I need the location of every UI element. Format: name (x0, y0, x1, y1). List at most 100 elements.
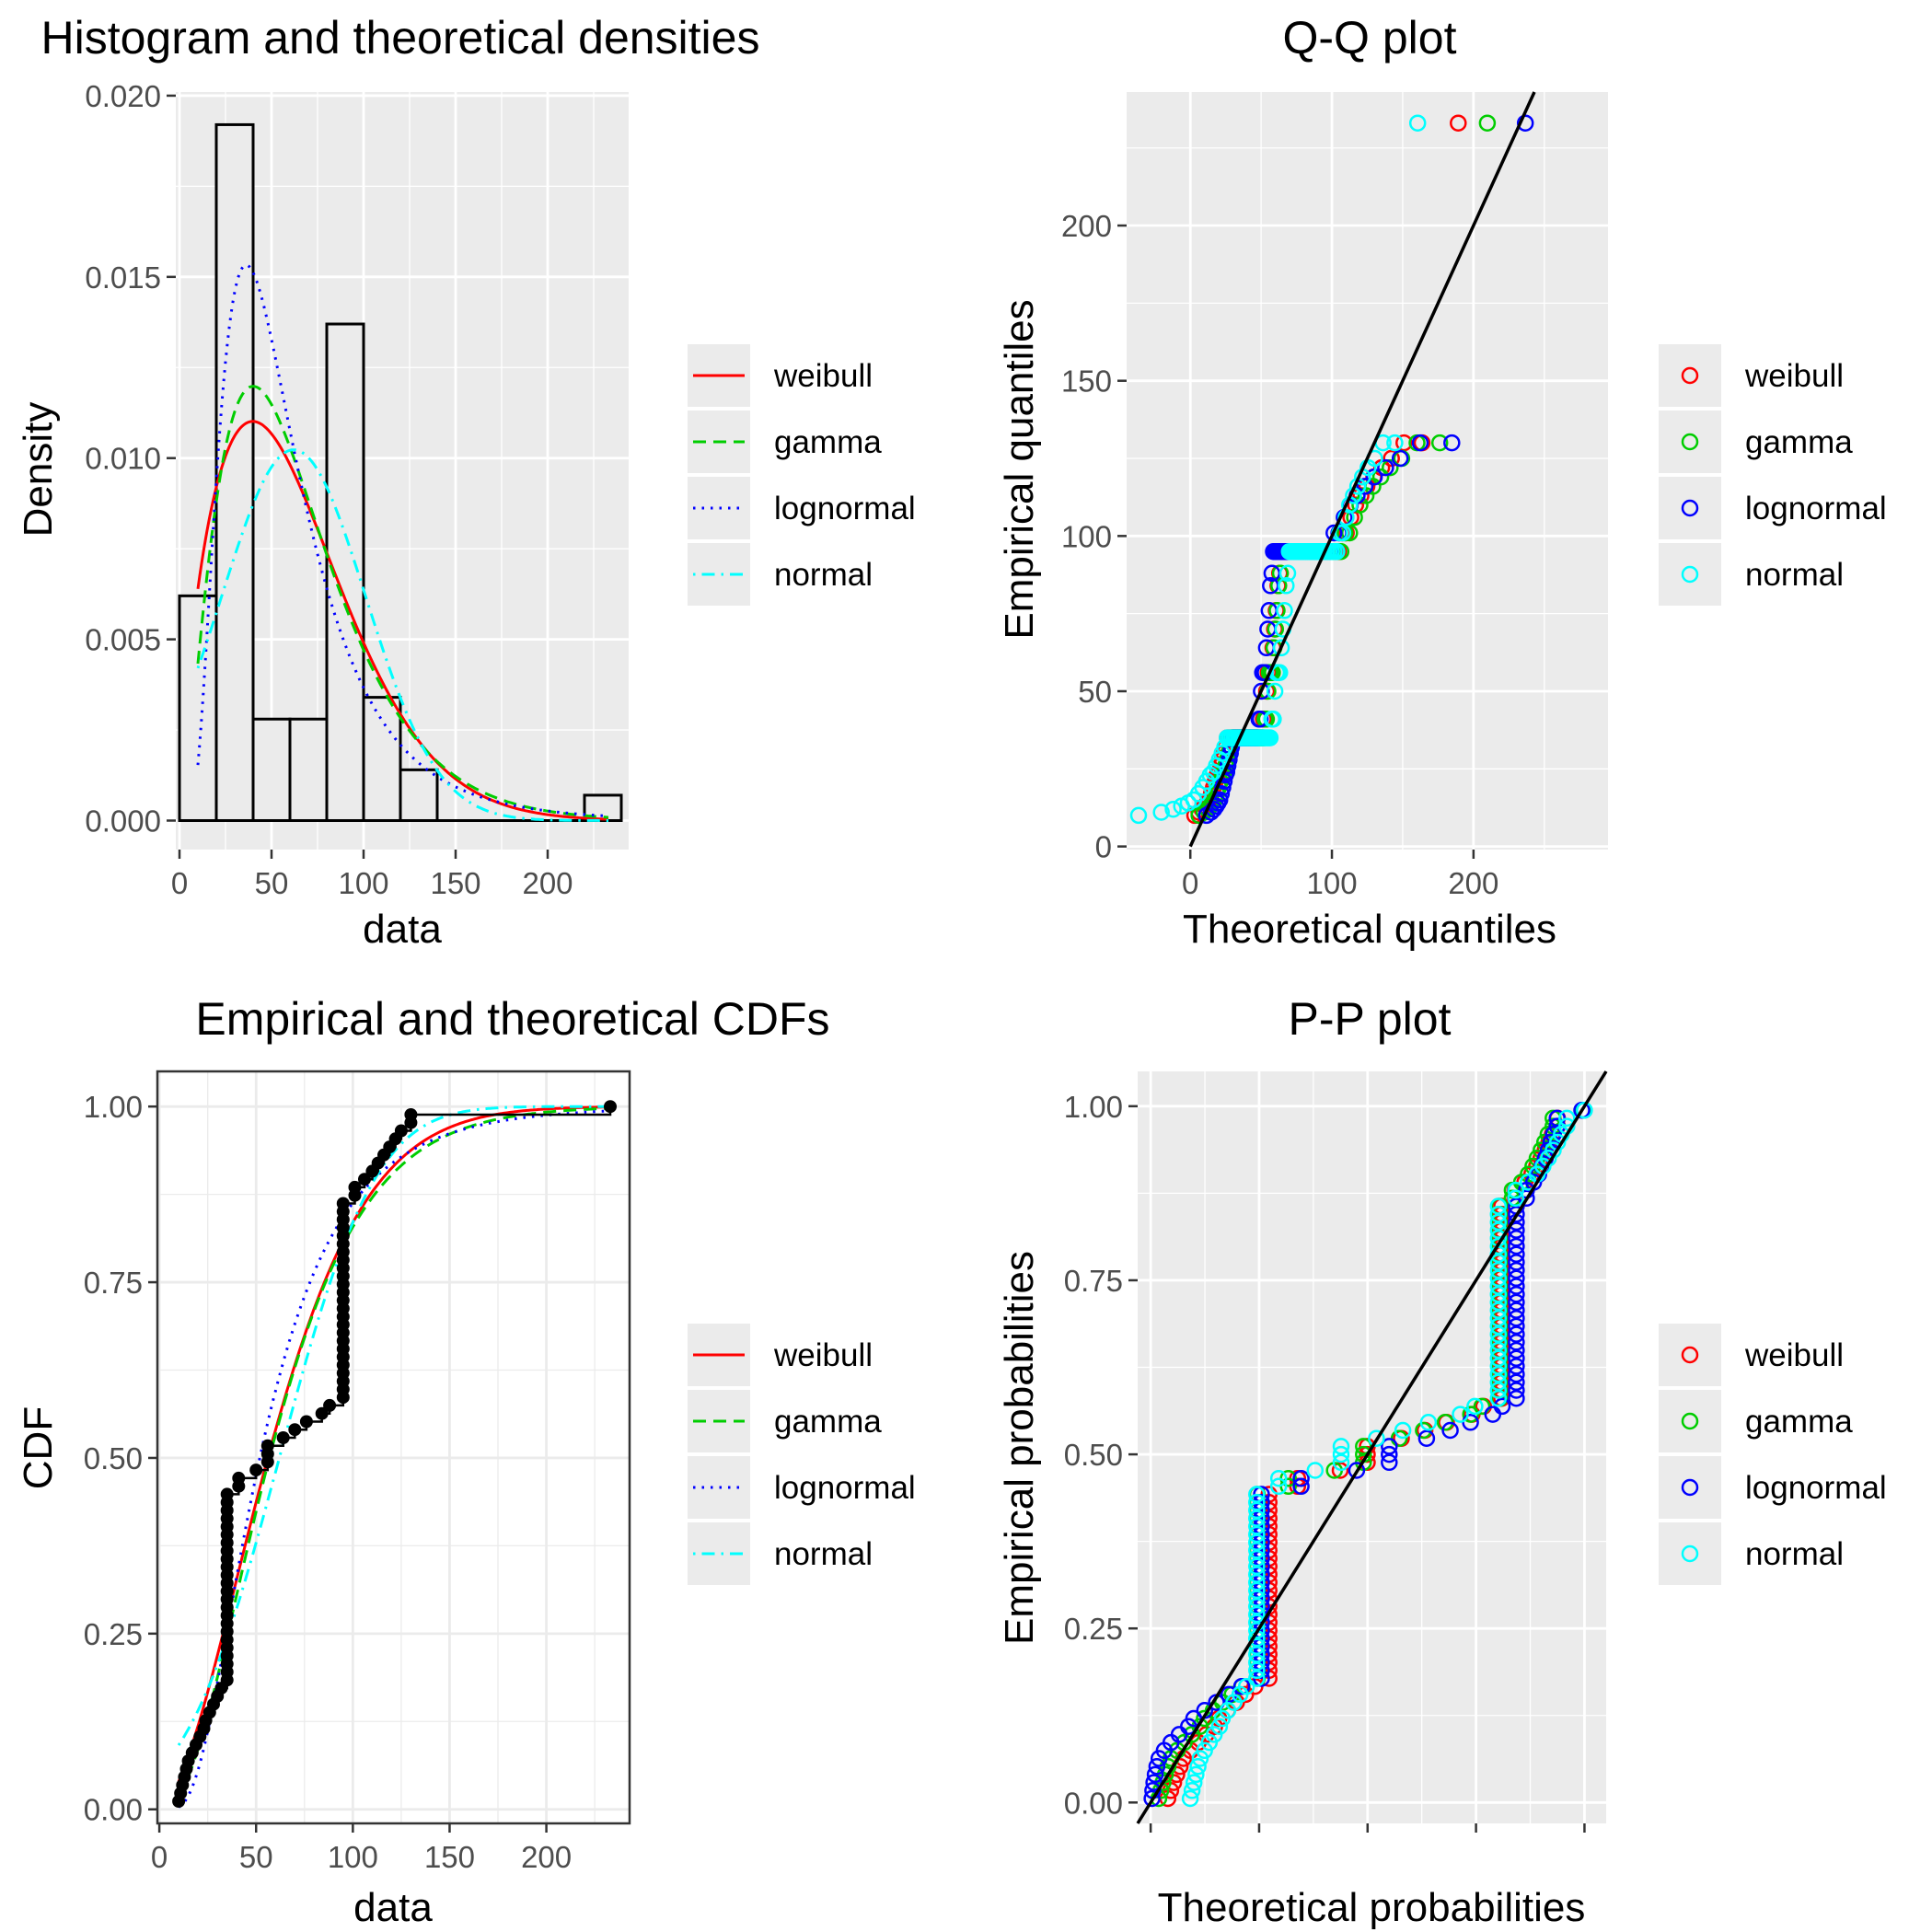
lognormal-qq-point (1214, 779, 1232, 796)
lognormal-qq-point (1253, 682, 1270, 700)
normal-qq-point (1261, 729, 1279, 746)
lognormal-pp-point (1146, 1765, 1164, 1784)
ecdf-point (249, 1463, 263, 1477)
histogram-bar (251, 717, 292, 822)
normal-pp-point (1181, 1789, 1199, 1808)
ecdf-point (604, 1100, 617, 1114)
qq-legend: weibull gamma lognormal normal (1659, 344, 1887, 606)
ecdf-point (315, 1406, 329, 1420)
lognormal-pp-point (1232, 1677, 1251, 1695)
x-tick-label: 0 (1182, 866, 1198, 900)
normal-qq-point (1386, 434, 1404, 452)
pp-identity-line (1136, 1070, 1608, 1824)
normal-pp-point (1489, 1349, 1508, 1367)
weibull-legend-symbol (1681, 366, 1699, 385)
pp-title: P-P plot (1289, 993, 1452, 1045)
pp-x-axis (1149, 1823, 1586, 1833)
normal-pp-point (1489, 1269, 1508, 1288)
legend-label-lognormal: lognormal (774, 491, 916, 526)
lognormal-pp-point (1148, 1757, 1166, 1776)
lognormal-pp-point (1508, 1278, 1525, 1295)
weibull-qq-point (1450, 114, 1467, 132)
pp-y-axis: 0.00 0.25 0.50 0.75 1.00 (1064, 1090, 1138, 1820)
lognormal-pp-point (1508, 1341, 1525, 1359)
qq-panel: Q-Q plot 0 100 200 0 50 100 150 200 Theoretica… (997, 12, 1887, 952)
lognormal-pp-point (1518, 1189, 1535, 1208)
normal-pp-point (1183, 1782, 1201, 1799)
cdf-grid-minor (157, 1071, 630, 1823)
normal-pp-point (1191, 1750, 1209, 1767)
normal-pp-point (1558, 1109, 1576, 1128)
lognormal-pp-point (1381, 1438, 1398, 1455)
normal-pp-point (1489, 1325, 1508, 1343)
legend-key-bg (1659, 1390, 1721, 1452)
normal-pp-point (1489, 1278, 1508, 1295)
normal-pp-point (1187, 1765, 1205, 1784)
x-tick-label: 200 (522, 866, 573, 900)
qq-title: Q-Q plot (1283, 12, 1457, 64)
normal-pp-point (1332, 1453, 1350, 1472)
gamma-qq-point (1371, 468, 1390, 486)
normal-pp-point (1394, 1421, 1412, 1440)
hist-x-axis: 0 50 100 150 200 (171, 850, 573, 900)
normal-pp-point (1189, 1757, 1207, 1776)
normal-qq-point (1265, 711, 1282, 728)
normal-pp-point (1489, 1317, 1508, 1336)
normal-pp-point (1489, 1389, 1508, 1407)
normal-qq-point (1272, 639, 1290, 657)
gamma-qq-point (1267, 620, 1285, 638)
lognormal-pp-point (1508, 1301, 1525, 1319)
ecdf-point (232, 1471, 246, 1485)
qq-identity-line (1188, 91, 1536, 848)
normal-pp-point (1269, 1477, 1288, 1496)
normal-qq-point (1276, 602, 1293, 619)
qq-x-label: Theoretical quantiles (1183, 907, 1556, 952)
legend-label-lognormal: lognormal (1745, 1470, 1887, 1506)
normal-pp-point (1248, 1493, 1266, 1511)
x-tick-label: 0 (171, 866, 188, 900)
hist-y-label: Density (16, 402, 61, 538)
normal-pp-point (1489, 1254, 1508, 1271)
cdf-title: Empirical and theoretical CDFs (195, 993, 829, 1045)
lognormal-legend-symbol (1681, 499, 1699, 517)
hist-density-curves (196, 263, 609, 822)
legend-label-weibull: weibull (1744, 1337, 1844, 1373)
histogram-bar (399, 768, 439, 822)
lognormal-pp-point (1508, 1230, 1525, 1247)
lognormal-qq-point (1443, 434, 1461, 452)
gamma-pp-point (1462, 1406, 1479, 1423)
ecdf-point (220, 1487, 234, 1501)
weibull-cdf-curve (177, 1105, 610, 1783)
y-tick-label: 50 (1078, 675, 1112, 709)
normal-pp-point (1489, 1285, 1508, 1303)
normal-qq-point (1164, 800, 1182, 818)
normal-pp-point (1489, 1301, 1508, 1319)
normal-qq-point (1278, 564, 1297, 583)
legend-label-weibull: weibull (773, 358, 873, 394)
normal-pp-point (1248, 1646, 1266, 1663)
normal-pp-point (1419, 1414, 1438, 1431)
y-tick-label: 0.010 (85, 442, 161, 476)
lognormal-legend-symbol (1681, 1478, 1699, 1497)
normal-pp-point (1248, 1581, 1266, 1600)
ecdf-point (404, 1108, 418, 1121)
normal-pp-point (1248, 1486, 1266, 1503)
normal-qq-point (1328, 542, 1346, 561)
x-tick-label: 100 (328, 1840, 378, 1874)
x-tick-label: 100 (338, 866, 388, 900)
normal-pp-point (1248, 1605, 1266, 1624)
legend-key-bg (1659, 411, 1721, 473)
legend-label-normal: normal (1745, 557, 1844, 593)
y-tick-label: 100 (1061, 519, 1112, 553)
ecdf-point (299, 1415, 313, 1429)
legend-key-bg (1659, 344, 1721, 407)
lognormal-qq-point (1377, 458, 1394, 477)
normal-pp-point (1248, 1518, 1266, 1535)
cdf-x-label: data (353, 1885, 433, 1930)
gamma-density-curve (196, 385, 609, 819)
normal-legend-symbol (1681, 1544, 1699, 1563)
hist-y-axis: 0.000 0.005 0.010 0.015 0.020 (85, 79, 176, 838)
histogram-bar (214, 122, 255, 822)
weibull-qq-point (1347, 496, 1365, 514)
gamma-legend-symbol (1681, 433, 1699, 451)
